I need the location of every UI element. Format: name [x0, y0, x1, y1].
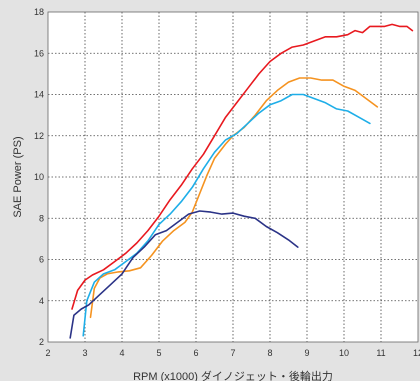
x-tick-label: 3	[82, 348, 87, 358]
series-group	[69, 23, 414, 339]
x-tick-label: 11	[376, 348, 385, 358]
grid	[48, 12, 418, 342]
x-tick-label: 12	[413, 348, 420, 358]
y-tick-label: 8	[39, 213, 44, 223]
x-tick-label: 10	[339, 348, 349, 358]
y-tick-label: 18	[34, 7, 44, 17]
series-line-4	[69, 210, 299, 339]
x-tick-label: 9	[304, 348, 309, 358]
series-line-3	[82, 93, 371, 337]
x-tick-label: 4	[119, 348, 124, 358]
y-tick-label: 10	[34, 172, 44, 182]
series-line-2	[89, 77, 379, 319]
x-tick-label: 6	[193, 348, 198, 358]
y-tick-label: 14	[34, 90, 44, 100]
y-tick-label: 16	[34, 48, 44, 58]
y-tick-label: 2	[39, 337, 44, 347]
plot-frame	[47, 11, 419, 343]
x-tick-label: 2	[45, 348, 50, 358]
series-line-1	[71, 23, 414, 310]
x-tick-label: 8	[267, 348, 272, 358]
x-tick-label: 5	[156, 348, 161, 358]
y-tick-label: 6	[39, 255, 44, 265]
x-axis-title: RPM (x1000) ダイノジェット・後輪出力	[133, 369, 333, 381]
y-tick-label: 4	[39, 296, 44, 306]
y-tick-label: 12	[34, 131, 44, 141]
x-tick-label: 7	[230, 348, 235, 358]
tick-labels: 2 3 4 5 6 7 8 9 10 11 12 2 4 6 8 10 12 14 16 18	[34, 7, 420, 358]
y-axis-title: SAE Power (PS)	[12, 136, 24, 217]
